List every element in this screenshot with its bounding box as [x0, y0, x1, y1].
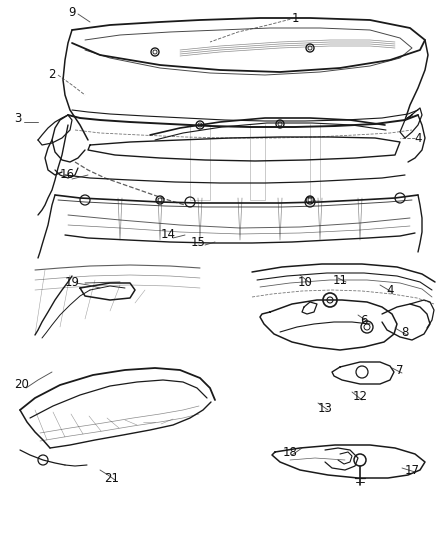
Text: 9: 9: [68, 5, 76, 19]
Text: 19: 19: [64, 277, 80, 289]
Text: 7: 7: [396, 364, 404, 376]
Text: 4: 4: [386, 284, 394, 296]
Text: 3: 3: [14, 111, 22, 125]
Text: 1: 1: [291, 12, 299, 25]
Text: 10: 10: [297, 277, 312, 289]
Text: 13: 13: [318, 401, 332, 415]
Text: 6: 6: [360, 313, 368, 327]
Text: 16: 16: [60, 168, 74, 182]
Text: 11: 11: [332, 273, 347, 287]
Text: 20: 20: [14, 378, 29, 392]
Text: 17: 17: [405, 464, 420, 477]
Text: 18: 18: [283, 447, 297, 459]
Text: 15: 15: [191, 236, 205, 248]
Text: 14: 14: [160, 229, 176, 241]
Text: 4: 4: [414, 132, 422, 144]
Text: 8: 8: [401, 327, 409, 340]
Text: 2: 2: [48, 69, 56, 82]
Text: 21: 21: [105, 472, 120, 484]
Text: 12: 12: [353, 391, 367, 403]
